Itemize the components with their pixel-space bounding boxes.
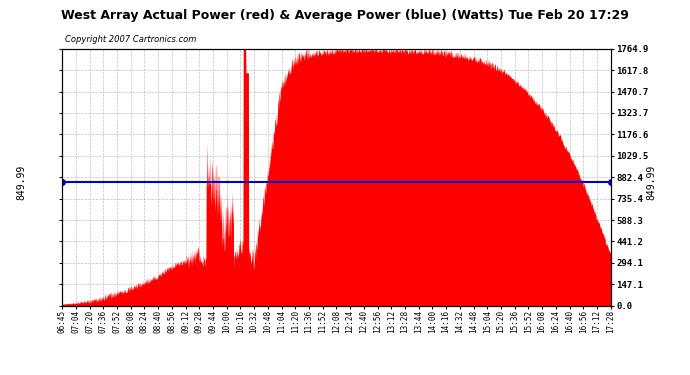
Text: West Array Actual Power (red) & Average Power (blue) (Watts) Tue Feb 20 17:29: West Array Actual Power (red) & Average … — [61, 9, 629, 22]
Text: 849.99: 849.99 — [647, 164, 656, 200]
Text: Copyright 2007 Cartronics.com: Copyright 2007 Cartronics.com — [65, 34, 196, 44]
Text: 849.99: 849.99 — [17, 164, 26, 200]
